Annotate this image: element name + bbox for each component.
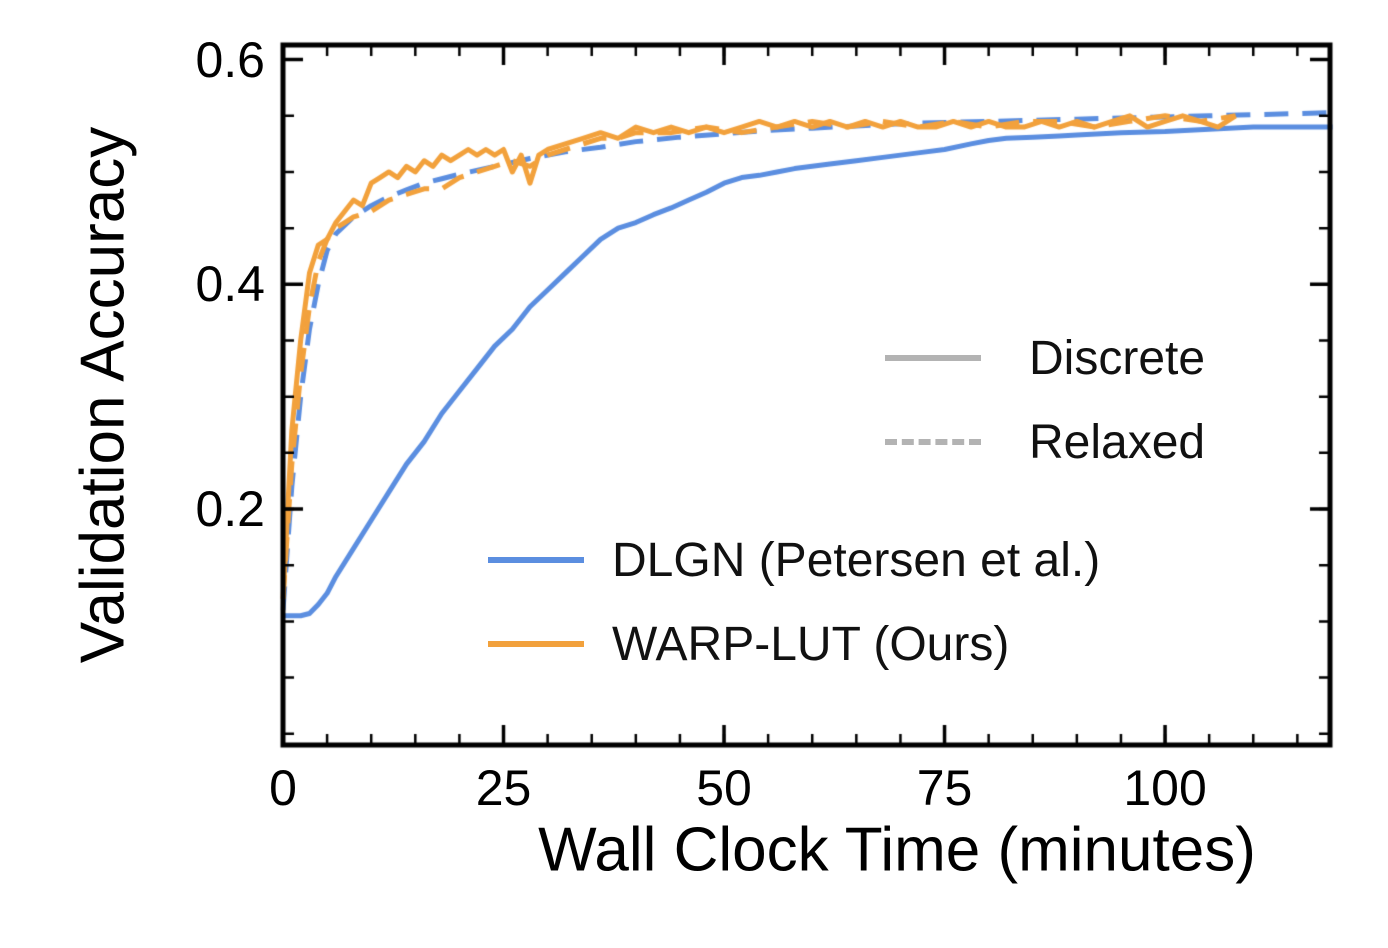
legend-entry-relaxed: Relaxed (885, 400, 1205, 484)
legend-entry-warp-lut: WARP-LUT (Ours) (488, 602, 1100, 686)
legend-label-dlgn: DLGN (Petersen et al.) (612, 533, 1101, 587)
legend-series: DLGN (Petersen et al.) WARP-LUT (Ours) (488, 518, 1100, 686)
legend-entry-dlgn: DLGN (Petersen et al.) (488, 518, 1100, 602)
discrete-line-swatch (885, 355, 981, 361)
legend-label-warp-lut: WARP-LUT (Ours) (612, 617, 1010, 671)
legend-label-relaxed: Relaxed (1029, 415, 1206, 469)
warp-lut-line-swatch (488, 641, 584, 647)
relaxed-line-swatch (885, 439, 981, 445)
legend-label-discrete: Discrete (1029, 331, 1206, 385)
x-axis-label: Wall Clock Time (minutes) (538, 815, 1256, 885)
dlgn-line-swatch (488, 557, 584, 563)
y-axis-label: Validation Accuracy (68, 126, 138, 664)
legend-entry-discrete: Discrete (885, 316, 1205, 400)
legend-line-style: Discrete Relaxed (885, 316, 1205, 484)
